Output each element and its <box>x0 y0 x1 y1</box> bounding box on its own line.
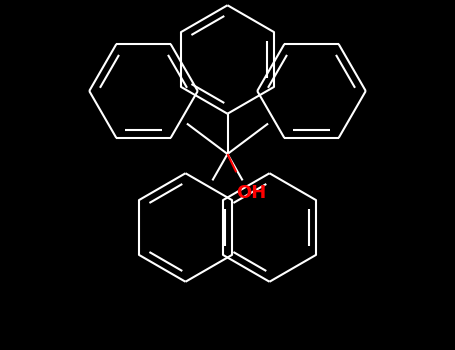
Text: OH: OH <box>236 184 267 202</box>
